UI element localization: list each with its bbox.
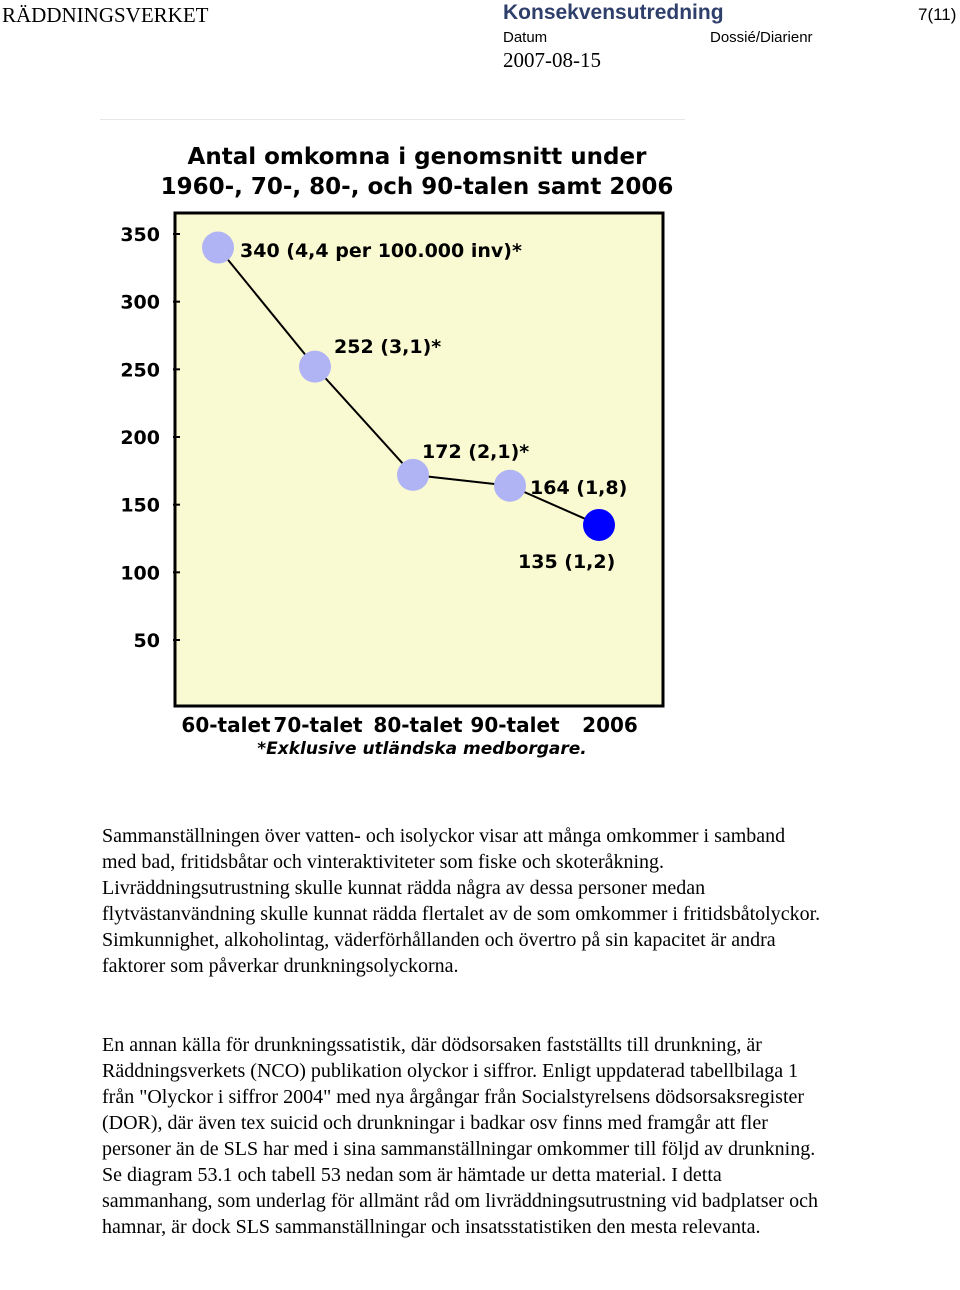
data-point — [583, 508, 615, 541]
y-tick-label: 300 — [120, 292, 160, 314]
y-tick-label: 250 — [120, 359, 160, 381]
y-tick-label: 100 — [120, 562, 160, 584]
data-label: 135 (1,2) — [518, 551, 615, 573]
y-tick-label: 50 — [134, 630, 160, 652]
y-tick-label: 350 — [120, 224, 160, 246]
data-label: 340 (4,4 per 100.000 inv)* — [240, 240, 522, 262]
body-paragraph-1: Sammanställningen över vatten- och isoly… — [102, 825, 821, 977]
separator-rule — [100, 119, 685, 120]
y-tick-label: 150 — [120, 495, 160, 517]
data-label: 252 (3,1)* — [334, 336, 441, 358]
header-date: 2007-08-15 — [503, 48, 601, 72]
x-tick-label: 60-talet — [181, 713, 271, 737]
drowning-chart: Antal omkomna i genomsnitt under 1960-, … — [100, 128, 700, 778]
chart-footnote: *Exklusive utländska medborgare. — [257, 739, 586, 759]
data-series: 340 (4,4 per 100.000 inv)* 252 (3,1)* 172 … — [202, 231, 627, 573]
y-axis: 50 100 150 200 250 300 350 — [120, 224, 180, 652]
data-point — [299, 350, 331, 383]
x-tick-label: 2006 — [582, 713, 638, 737]
x-axis: 60-talet 70-talet 80-talet 90-talet 2006 — [181, 713, 637, 737]
header-page-number: 7(11) — [918, 5, 957, 24]
header-doc-type: Konsekvensutredning — [503, 1, 724, 24]
x-tick-label: 80-talet — [373, 713, 463, 737]
body-paragraph-2: En annan källa för drunkningssatistik, d… — [102, 1034, 818, 1238]
x-tick-label: 70-talet — [273, 713, 363, 737]
plot-area — [173, 211, 665, 708]
data-label: 172 (2,1)* — [422, 441, 529, 463]
chart-title-line-2: 1960-, 70-, 80-, och 90-talen samt 2006 — [161, 174, 674, 200]
header-organization: RÄDDNINGSVERKET — [2, 3, 209, 27]
chart-title-line-1: Antal omkomna i genomsnitt under — [188, 144, 648, 170]
x-tick-label: 90-talet — [470, 713, 560, 737]
header-dossie-label: Dossié/Diarienr — [710, 29, 813, 46]
data-point — [397, 458, 429, 491]
data-point — [202, 231, 234, 264]
y-tick-label: 200 — [120, 427, 160, 449]
data-label: 164 (1,8) — [530, 477, 627, 499]
data-point — [494, 469, 526, 502]
header-datum-label: Datum — [503, 29, 548, 46]
